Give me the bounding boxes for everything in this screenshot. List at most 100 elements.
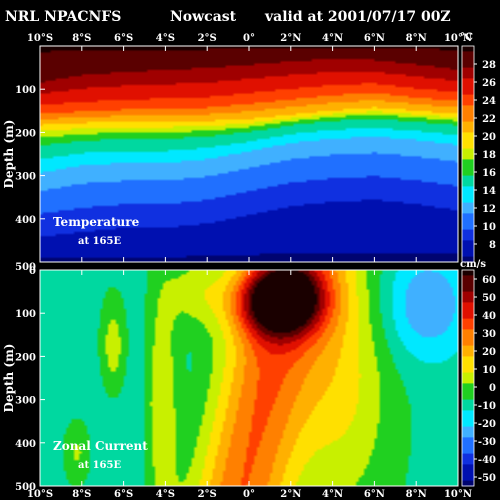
temperature-colorbar-swatch xyxy=(462,154,474,160)
temperature-colorbar-swatch xyxy=(462,208,474,214)
temperature-colorbar-swatch xyxy=(462,181,474,187)
header-product: Nowcast xyxy=(170,9,237,25)
temperature-x-tick-label: 6°N xyxy=(364,33,385,44)
zonal_current-y-tick-label: 0 xyxy=(29,266,36,277)
temperature-x-tick-label: 6°S xyxy=(114,33,133,44)
zonal_current-colorbar-swatch xyxy=(462,405,474,411)
temperature-colorbar-swatch xyxy=(462,251,474,258)
temperature-colorbar-swatch xyxy=(462,186,474,193)
zonal_current-colorbar: 60 50 40 30 20 10 0 -10 -20 -30 -40 -50 xyxy=(461,269,496,487)
temperature-colorbar-swatch xyxy=(462,143,474,150)
zonal_current-colorbar-swatch xyxy=(462,437,474,444)
header-source: NRL NPACNFS xyxy=(5,9,121,25)
temperature-colorbar-swatch xyxy=(462,159,474,166)
zonal_current-colorbar-swatch xyxy=(462,480,474,487)
temperature-x-tick-label: 10°N xyxy=(444,33,472,44)
temperature-y-tick-label: 200 xyxy=(15,128,36,139)
zonal_current-y-tick-label: 400 xyxy=(15,439,36,450)
zonal_current-field xyxy=(40,270,458,486)
temperature-x-tick-label: 10°S xyxy=(27,33,53,44)
temperature-colorbar-swatch xyxy=(462,170,474,177)
temperature-colorbar-swatch xyxy=(462,62,474,69)
zonal_current-colorbar-label: 10 xyxy=(482,365,496,376)
temperature-colorbar-swatch xyxy=(462,51,474,58)
zonal_current-colorbar-swatch xyxy=(462,459,474,465)
zonal_current-colorbar-swatch xyxy=(462,313,474,320)
temperature-colorbar-swatch xyxy=(462,132,474,139)
temperature-colorbar-swatch xyxy=(462,218,474,225)
zonal_current-colorbar-swatch xyxy=(462,475,474,482)
zonal_current-colorbar-label: -20 xyxy=(478,419,496,430)
zonal-current-x-tick-label: 0° xyxy=(243,489,255,500)
temperature-colorbar-label: 22 xyxy=(482,114,496,125)
zonal_current-y-axis-label: Depth (m) xyxy=(2,344,16,413)
temperature-colorbar-swatch xyxy=(462,256,474,263)
zonal_current-colorbar-swatch xyxy=(462,410,474,417)
zonal-current-x-tick-label: 8°S xyxy=(72,489,91,500)
temperature-colorbar-swatch xyxy=(462,73,474,79)
zonal_current-colorbar-label: 40 xyxy=(482,311,496,322)
zonal-current-x-tick-label: 6°S xyxy=(114,489,133,500)
temperature-x-tick-label: 2°S xyxy=(198,33,217,44)
temperature-y-axis-label: Depth (m) xyxy=(2,120,16,189)
zonal_current-plot-area xyxy=(39,269,459,487)
temperature-x-tick-label: 8°N xyxy=(406,33,427,44)
zonal-current-x-tick-label: 4°S xyxy=(156,489,175,500)
temperature-y-tick-label: 500 xyxy=(15,262,36,273)
zonal_current-colorbar-swatch xyxy=(462,426,474,433)
temperature-colorbar-swatch xyxy=(462,78,474,85)
temperature-x-tick-label: 4°N xyxy=(322,33,343,44)
temperature-colorbar-swatch xyxy=(462,56,474,63)
zonal_current-colorbar-label: 60 xyxy=(482,275,496,286)
zonal_current-colorbar-swatch xyxy=(462,345,474,352)
zonal_current-colorbar-swatch xyxy=(462,291,474,298)
zonal_current-colorbar-swatch xyxy=(462,372,474,379)
zonal-current-x-tick-label: 4°N xyxy=(322,489,343,500)
temperature-colorbar-swatch xyxy=(462,137,474,144)
zonal-current-x-tick-label: 2°N xyxy=(280,489,301,500)
zonal_current-colorbar-swatch xyxy=(462,302,474,309)
zonal_current-colorbar-swatch xyxy=(462,469,474,476)
zonal_current-colorbar-swatch xyxy=(462,399,474,406)
temperature-plot-area xyxy=(39,45,459,263)
temperature-y-tick-label: 400 xyxy=(15,215,36,226)
temperature-panel: 100 200 300 400 500 Depth (m) Temperature at 16… xyxy=(2,32,496,273)
zonal_current-colorbar-unit: cm/s xyxy=(460,259,486,270)
zonal_current-colorbar-swatch xyxy=(462,329,474,336)
zonal_current-colorbar-swatch xyxy=(462,453,474,460)
temperature-colorbar-swatch xyxy=(462,83,474,90)
temperature-colorbar-swatch xyxy=(462,121,474,128)
zonal_current-colorbar-swatch xyxy=(462,280,474,287)
temperature-colorbar-swatch xyxy=(462,116,474,123)
zonal_current-colorbar-label: -50 xyxy=(478,473,496,484)
temperature-colorbar-swatch xyxy=(462,197,474,204)
zonal_current-colorbar-swatch xyxy=(462,356,474,363)
temperature-colorbar-label: 28 xyxy=(482,60,496,71)
temperature-x-tick-label: 8°S xyxy=(72,33,91,44)
zonal_current-colorbar-label: 0 xyxy=(489,383,496,394)
zonal_current-colorbar-swatch xyxy=(462,378,474,384)
temperature-panel-label: Temperature xyxy=(53,215,140,229)
temperature-colorbar-swatch xyxy=(462,94,474,101)
zonal_current-colorbar-swatch xyxy=(462,415,474,422)
zonal_current-colorbar-swatch xyxy=(462,286,474,293)
zonal_current-panel-label: Zonal Current xyxy=(53,439,148,453)
zonal_current-y-tick-label: 300 xyxy=(15,396,36,407)
temperature-colorbar-label: 24 xyxy=(482,96,496,107)
temperature-colorbar-label: 26 xyxy=(482,78,496,89)
temperature-y-tick-label: 100 xyxy=(15,85,36,96)
temperature-colorbar-swatch xyxy=(462,191,474,198)
zonal_current-colorbar-swatch xyxy=(462,297,474,303)
zonal_current-colorbar-swatch xyxy=(462,340,474,347)
zonal_current-colorbar-label: -30 xyxy=(478,437,496,448)
temperature-colorbar-swatch xyxy=(462,100,474,106)
zonal_current-colorbar-swatch xyxy=(462,394,474,401)
zonal_current-colorbar-swatch xyxy=(462,324,474,330)
zonal_current-colorbar-swatch xyxy=(462,421,474,428)
zonal-current-x-tick-label: 6°N xyxy=(364,489,385,500)
temperature-field xyxy=(40,46,458,262)
temperature-colorbar-swatch xyxy=(462,105,474,112)
